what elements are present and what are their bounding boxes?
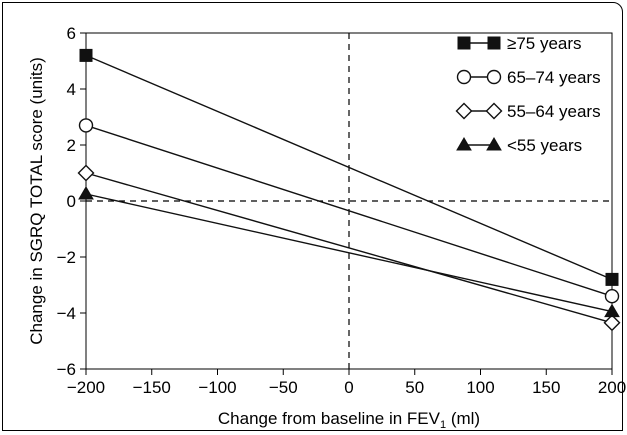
data-point (79, 48, 93, 62)
y-tick-label: −6 (57, 360, 76, 379)
x-tick-label: 100 (466, 378, 494, 397)
legend-label: 55–64 years (507, 102, 601, 121)
x-tick-label: 200 (598, 378, 626, 397)
y-tick-label: 4 (67, 80, 76, 99)
legend-marker (456, 137, 472, 151)
x-tick-label: −100 (198, 378, 236, 397)
x-tick-label: 0 (344, 378, 353, 397)
data-point (78, 118, 94, 133)
data-point (78, 186, 94, 200)
y-tick-label: −4 (57, 304, 76, 323)
legend-marker (485, 102, 503, 120)
data-point (605, 272, 619, 286)
legend-marker (455, 102, 473, 120)
data-point (604, 303, 620, 318)
data-point (604, 289, 620, 304)
data-point (603, 314, 621, 332)
legend-marker (486, 69, 502, 85)
data-point (77, 164, 95, 182)
y-tick-label: 0 (67, 192, 76, 211)
x-tick-label: −200 (67, 378, 105, 397)
legend-marker (457, 36, 471, 50)
series-line (85, 124, 613, 297)
series-line (85, 172, 613, 324)
figure-frame (2, 2, 623, 431)
x-tick-label: 150 (532, 378, 560, 397)
series-line (85, 193, 613, 313)
x-tick-label: 50 (405, 378, 424, 397)
x-tick-label: −150 (133, 378, 171, 397)
y-tick-label: −2 (57, 248, 76, 267)
y-axis-label: Change in SGRQ TOTAL score (units) (27, 57, 46, 345)
legend-marker (486, 137, 502, 151)
legend-label: 65–74 years (507, 68, 601, 87)
y-tick-label: 2 (67, 136, 76, 155)
legend-label: ≥75 years (507, 34, 582, 53)
x-axis-label: Change from baseline in FEV1 (ml) (218, 409, 480, 431)
legend-marker (456, 69, 472, 85)
x-tick-label: −50 (269, 378, 298, 397)
series-line (85, 54, 613, 281)
legend-marker (487, 36, 501, 50)
y-tick-label: 6 (67, 24, 76, 43)
legend-label: <55 years (507, 136, 582, 155)
